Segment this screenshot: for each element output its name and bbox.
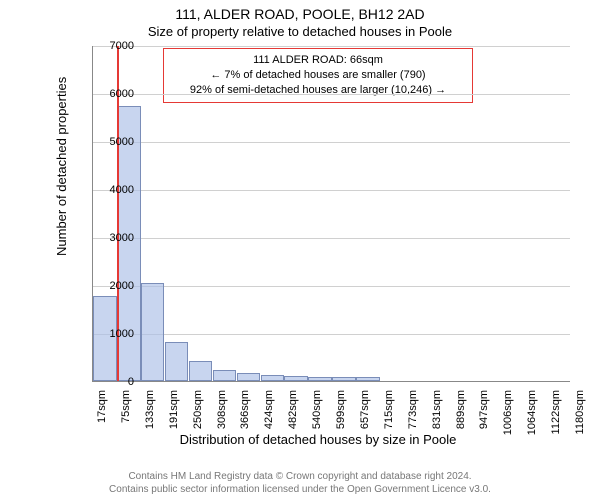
- y-tick-label: 7000: [100, 40, 134, 52]
- chart-container: Number of detached properties 111 ALDER …: [56, 46, 580, 430]
- histogram-bar: [189, 361, 212, 381]
- histogram-bar: [261, 375, 284, 381]
- gridline: [93, 238, 570, 239]
- gridline: [93, 286, 570, 287]
- y-tick-label: 0: [100, 376, 134, 388]
- gridline: [93, 142, 570, 143]
- x-tick-label: 599sqm: [335, 390, 347, 450]
- gridline: [93, 334, 570, 335]
- x-tick-label: 75sqm: [120, 390, 132, 450]
- footer-attribution: Contains HM Land Registry data © Crown c…: [0, 470, 600, 496]
- histogram-bar: [284, 376, 307, 381]
- histogram-bar: [213, 370, 236, 381]
- y-tick-label: 5000: [100, 136, 134, 148]
- x-tick-label: 540sqm: [311, 390, 323, 450]
- page-subtitle: Size of property relative to detached ho…: [0, 22, 600, 39]
- y-tick-label: 6000: [100, 88, 134, 100]
- x-tick-label: 308sqm: [216, 390, 228, 450]
- annotation-line-1: 111 ALDER ROAD: 66sqm: [172, 53, 464, 68]
- gridline: [93, 46, 570, 47]
- histogram-bar: [356, 377, 379, 381]
- x-tick-label: 889sqm: [455, 390, 467, 450]
- annotation-line-2: ← 7% of detached houses are smaller (790…: [172, 68, 464, 83]
- x-tick-label: 191sqm: [168, 390, 180, 450]
- x-tick-label: 773sqm: [407, 390, 419, 450]
- x-tick-label: 831sqm: [431, 390, 443, 450]
- x-tick-label: 482sqm: [287, 390, 299, 450]
- x-tick-label: 17sqm: [96, 390, 108, 450]
- histogram-bar: [308, 377, 331, 381]
- y-tick-label: 3000: [100, 232, 134, 244]
- x-tick-label: 1122sqm: [550, 390, 562, 450]
- x-tick-label: 1180sqm: [574, 390, 586, 450]
- x-tick-label: 1006sqm: [502, 390, 514, 450]
- y-tick-label: 2000: [100, 280, 134, 292]
- gridline: [93, 94, 570, 95]
- x-tick-label: 715sqm: [383, 390, 395, 450]
- annotation-line-3: 92% of semi-detached houses are larger (…: [172, 83, 464, 98]
- x-tick-label: 947sqm: [478, 390, 490, 450]
- footer-line-1: Contains HM Land Registry data © Crown c…: [0, 470, 600, 483]
- plot-area: 111 ALDER ROAD: 66sqm ← 7% of detached h…: [92, 46, 570, 382]
- histogram-bar: [141, 283, 164, 381]
- gridline: [93, 190, 570, 191]
- histogram-bar: [237, 373, 260, 381]
- y-tick-label: 1000: [100, 328, 134, 340]
- footer-line-2: Contains public sector information licen…: [0, 483, 600, 496]
- x-tick-label: 366sqm: [239, 390, 251, 450]
- x-tick-label: 424sqm: [263, 390, 275, 450]
- histogram-bar: [165, 342, 188, 381]
- y-axis-label: Number of detached properties: [54, 77, 69, 256]
- x-tick-label: 133sqm: [144, 390, 156, 450]
- x-tick-label: 250sqm: [192, 390, 204, 450]
- x-tick-label: 1064sqm: [526, 390, 538, 450]
- histogram-bar: [332, 377, 355, 381]
- x-tick-label: 657sqm: [359, 390, 371, 450]
- page-title-address: 111, ALDER ROAD, POOLE, BH12 2AD: [0, 0, 600, 22]
- y-tick-label: 4000: [100, 184, 134, 196]
